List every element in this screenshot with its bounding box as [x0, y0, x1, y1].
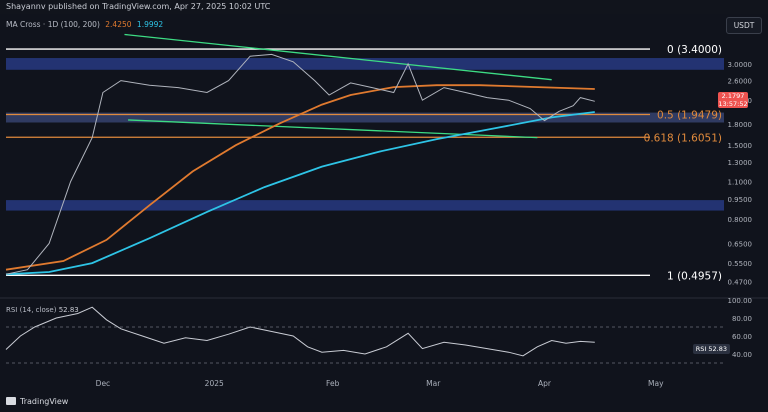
- price-tick-3: 1.8000: [728, 121, 753, 129]
- rsi-legend: RSI (14, close) 52.83: [6, 306, 79, 314]
- price-tick-6: 1.1000: [728, 179, 753, 187]
- x-tick-2: Feb: [326, 379, 340, 388]
- ma200-value: 1.9992: [136, 20, 164, 29]
- price-tick-4: 1.5000: [728, 142, 753, 150]
- x-tick-1: 2025: [205, 379, 224, 388]
- currency-button[interactable]: USDT: [726, 17, 762, 34]
- rsi-legend-value: 52.83: [58, 306, 79, 314]
- zone-0: [6, 58, 724, 70]
- price-tick-1: 2.6000: [728, 78, 753, 86]
- rsi-tick-0: 100.00: [728, 297, 753, 305]
- x-tick-5: May: [648, 379, 664, 388]
- rsi-tag-label: RSI: [695, 345, 707, 353]
- indicator-title: MA Cross · 1D (100, 200): [6, 20, 100, 29]
- fib-label-3: 1 (0.4957): [667, 270, 722, 282]
- ma100-value: 2.4250: [105, 20, 132, 29]
- bar-countdown: 13:57:52: [718, 100, 748, 108]
- rsi-tag-value: 52.83: [708, 345, 727, 353]
- x-tick-4: Apr: [538, 379, 552, 388]
- current-price: 2.1797: [721, 92, 745, 100]
- zone-1: [6, 112, 724, 123]
- publish-info: Shayannv published on TradingView.com, A…: [6, 2, 271, 11]
- price-tick-7: 0.9500: [728, 196, 753, 204]
- logo-text: TradingView: [20, 397, 69, 406]
- series-price: [5, 53, 595, 275]
- fib-label-2: 0.618 (1.6051): [644, 132, 722, 144]
- logo-icon: [6, 397, 16, 405]
- fib-label-1: 0.5 (1.9479): [657, 110, 722, 122]
- trendline-upper: [124, 33, 552, 81]
- publish-bar: Shayannv published on TradingView.com, A…: [0, 0, 768, 14]
- current-price-tag: 2.1797 13:57:52: [718, 92, 748, 108]
- x-tick-3: Mar: [426, 379, 441, 388]
- fib-label-0: 0 (3.4000): [667, 44, 722, 56]
- series-ma-100: [5, 84, 595, 271]
- series-ma-200: [5, 111, 595, 276]
- zone-2: [6, 200, 724, 211]
- tradingview-logo[interactable]: TradingView: [6, 397, 68, 406]
- price-tick-0: 3.0000: [728, 61, 753, 69]
- price-tick-5: 1.3000: [728, 159, 753, 167]
- series-rsi: [5, 306, 595, 357]
- x-tick-0: Dec: [96, 379, 111, 388]
- price-pane: [0, 14, 768, 298]
- price-tick-10: 0.5500: [728, 260, 753, 268]
- trendline-lower: [128, 119, 538, 139]
- rsi-tick-3: 40.00: [732, 351, 752, 359]
- rsi-tick-2: 60.00: [732, 333, 752, 341]
- indicator-legend: MA Cross · 1D (100, 200) 2.4250 1.9992: [6, 20, 166, 29]
- rsi-title: RSI (14, close): [6, 306, 57, 314]
- rsi-tag: RSI 52.83: [692, 344, 730, 354]
- rsi-pane: [0, 298, 768, 378]
- price-tick-9: 0.6500: [728, 240, 753, 248]
- price-tick-11: 0.4700: [728, 279, 753, 287]
- rsi-tick-1: 80.00: [732, 315, 752, 323]
- price-tick-8: 0.8000: [728, 216, 753, 224]
